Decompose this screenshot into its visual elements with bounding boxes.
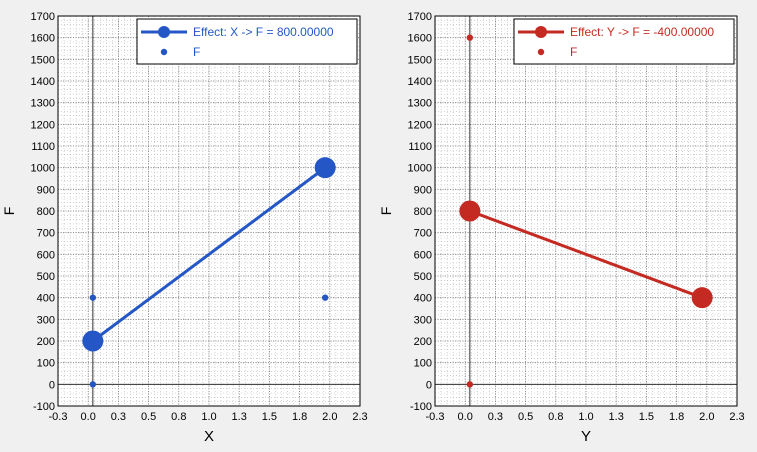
y-tick-label: 1200 bbox=[408, 119, 432, 131]
y-tick-label: 700 bbox=[414, 228, 432, 240]
y-tick-label: 200 bbox=[414, 336, 432, 348]
legend-label-f: F bbox=[193, 45, 200, 59]
y-tick-label: 1600 bbox=[408, 33, 432, 45]
effect-point bbox=[314, 157, 336, 179]
y-tick-label: 400 bbox=[414, 293, 432, 305]
f-scatter-point bbox=[89, 381, 97, 388]
y-tick-label: 0 bbox=[426, 379, 432, 391]
y-tick-label: 1600 bbox=[31, 33, 55, 45]
y-tick-label: 700 bbox=[37, 228, 55, 240]
x-tick-label: 1.0 bbox=[578, 411, 593, 423]
y-tick-label: 100 bbox=[37, 358, 55, 370]
y-tick-label: 1000 bbox=[408, 163, 432, 175]
x-tick-label: 0.0 bbox=[81, 411, 96, 423]
effect-point bbox=[82, 330, 104, 352]
effect-point bbox=[691, 287, 713, 309]
y-tick-label: 0 bbox=[49, 379, 55, 391]
x-tick-label: 0.3 bbox=[488, 411, 503, 423]
y-tick-label: 1300 bbox=[31, 98, 55, 110]
x-tick-label: 0.5 bbox=[518, 411, 533, 423]
legend: Effect: Y -> F = -400.00000 F bbox=[513, 18, 735, 65]
legend: Effect: X -> F = 800.00000 F bbox=[136, 18, 358, 65]
x-tick-label: 0.8 bbox=[171, 411, 186, 423]
x-tick-label: -0.3 bbox=[426, 411, 445, 423]
chart-panel-2: -0.3 0.0 0.3 0.5 0.8 1.0 1.3 1.5 1.8 2.0 2.3 -100 0 1… bbox=[378, 11, 745, 445]
f-scatter-point bbox=[466, 34, 474, 41]
y-tick-label: 900 bbox=[37, 184, 55, 196]
f-scatter-point bbox=[321, 294, 329, 301]
effect-point bbox=[459, 200, 481, 222]
y-tick-label: 1300 bbox=[408, 98, 432, 110]
legend-marker-swatch bbox=[158, 26, 170, 38]
x-tick-label: 0.8 bbox=[548, 411, 563, 423]
y-tick-label: 1400 bbox=[408, 76, 432, 88]
y-tick-label: 1400 bbox=[31, 76, 55, 88]
y-tick-label: 1000 bbox=[31, 163, 55, 175]
effect-line bbox=[469, 209, 703, 300]
plot-frame bbox=[57, 15, 361, 407]
x-axis-title: Y bbox=[581, 428, 591, 445]
x-tick-label: 1.0 bbox=[201, 411, 216, 423]
y-tick-label: 1700 bbox=[31, 11, 55, 23]
y-axis-title: F bbox=[1, 207, 17, 216]
y-tick-label: 1200 bbox=[31, 119, 55, 131]
legend-label-f: F bbox=[570, 45, 577, 59]
x-axis-title: X bbox=[204, 428, 214, 445]
chart-panel-1: -0.3 0.0 0.3 0.5 0.8 1.0 1.3 1.5 1.8 2.0 2.3 -100 0 1… bbox=[1, 11, 368, 445]
y-tick-label: 400 bbox=[37, 293, 55, 305]
y-axis-title: F bbox=[378, 207, 394, 216]
f-scatter-point bbox=[89, 294, 97, 301]
plot-frame bbox=[434, 15, 738, 407]
x-tick-label: 0.5 bbox=[141, 411, 156, 423]
y-tick-label: 600 bbox=[414, 249, 432, 261]
y-tick-label: 600 bbox=[37, 249, 55, 261]
y-tick-label: -100 bbox=[33, 401, 55, 413]
x-tick-label: -0.3 bbox=[49, 411, 68, 423]
y-tick-label: 1100 bbox=[31, 141, 55, 153]
legend-scatter-swatch bbox=[537, 48, 545, 56]
x-tick-label: 1.5 bbox=[262, 411, 277, 423]
x-tick-label: 1.3 bbox=[609, 411, 624, 423]
legend-label-effect: Effect: X -> F = 800.00000 bbox=[193, 25, 334, 39]
y-tick-label: -100 bbox=[410, 401, 432, 413]
legend-box bbox=[136, 18, 358, 65]
y-tick-label: 800 bbox=[414, 206, 432, 218]
y-tick-label: 300 bbox=[37, 314, 55, 326]
x-tick-label: 1.8 bbox=[669, 411, 684, 423]
y-tick-label: 1500 bbox=[408, 54, 432, 66]
f-scatter-point bbox=[466, 381, 474, 388]
x-tick-label: 1.5 bbox=[639, 411, 654, 423]
y-tick-label: 1500 bbox=[31, 54, 55, 66]
y-tick-label: 1100 bbox=[408, 141, 432, 153]
y-tick-label: 800 bbox=[37, 206, 55, 218]
y-tick-label: 900 bbox=[414, 184, 432, 196]
effect-line bbox=[91, 166, 327, 343]
x-tick-label: 2.0 bbox=[322, 411, 337, 423]
x-tick-label: 2.0 bbox=[699, 411, 714, 423]
y-tick-label: 300 bbox=[414, 314, 432, 326]
x-tick-label: 1.8 bbox=[292, 411, 307, 423]
y-tick-label: 100 bbox=[414, 358, 432, 370]
legend-scatter-swatch bbox=[160, 48, 168, 56]
y-tick-label: 1700 bbox=[408, 11, 432, 23]
y-tick-label: 200 bbox=[37, 336, 55, 348]
y-tick-label: 500 bbox=[414, 271, 432, 283]
x-tick-label: 2.3 bbox=[352, 411, 367, 423]
legend-marker-swatch bbox=[535, 26, 547, 38]
y-tick-label: 500 bbox=[37, 271, 55, 283]
legend-label-effect: Effect: Y -> F = -400.00000 bbox=[570, 25, 714, 39]
legend-box bbox=[513, 18, 735, 65]
x-tick-label: 2.3 bbox=[729, 411, 744, 423]
x-tick-label: 1.3 bbox=[232, 411, 247, 423]
x-tick-label: 0.0 bbox=[458, 411, 473, 423]
x-tick-label: 0.3 bbox=[111, 411, 126, 423]
